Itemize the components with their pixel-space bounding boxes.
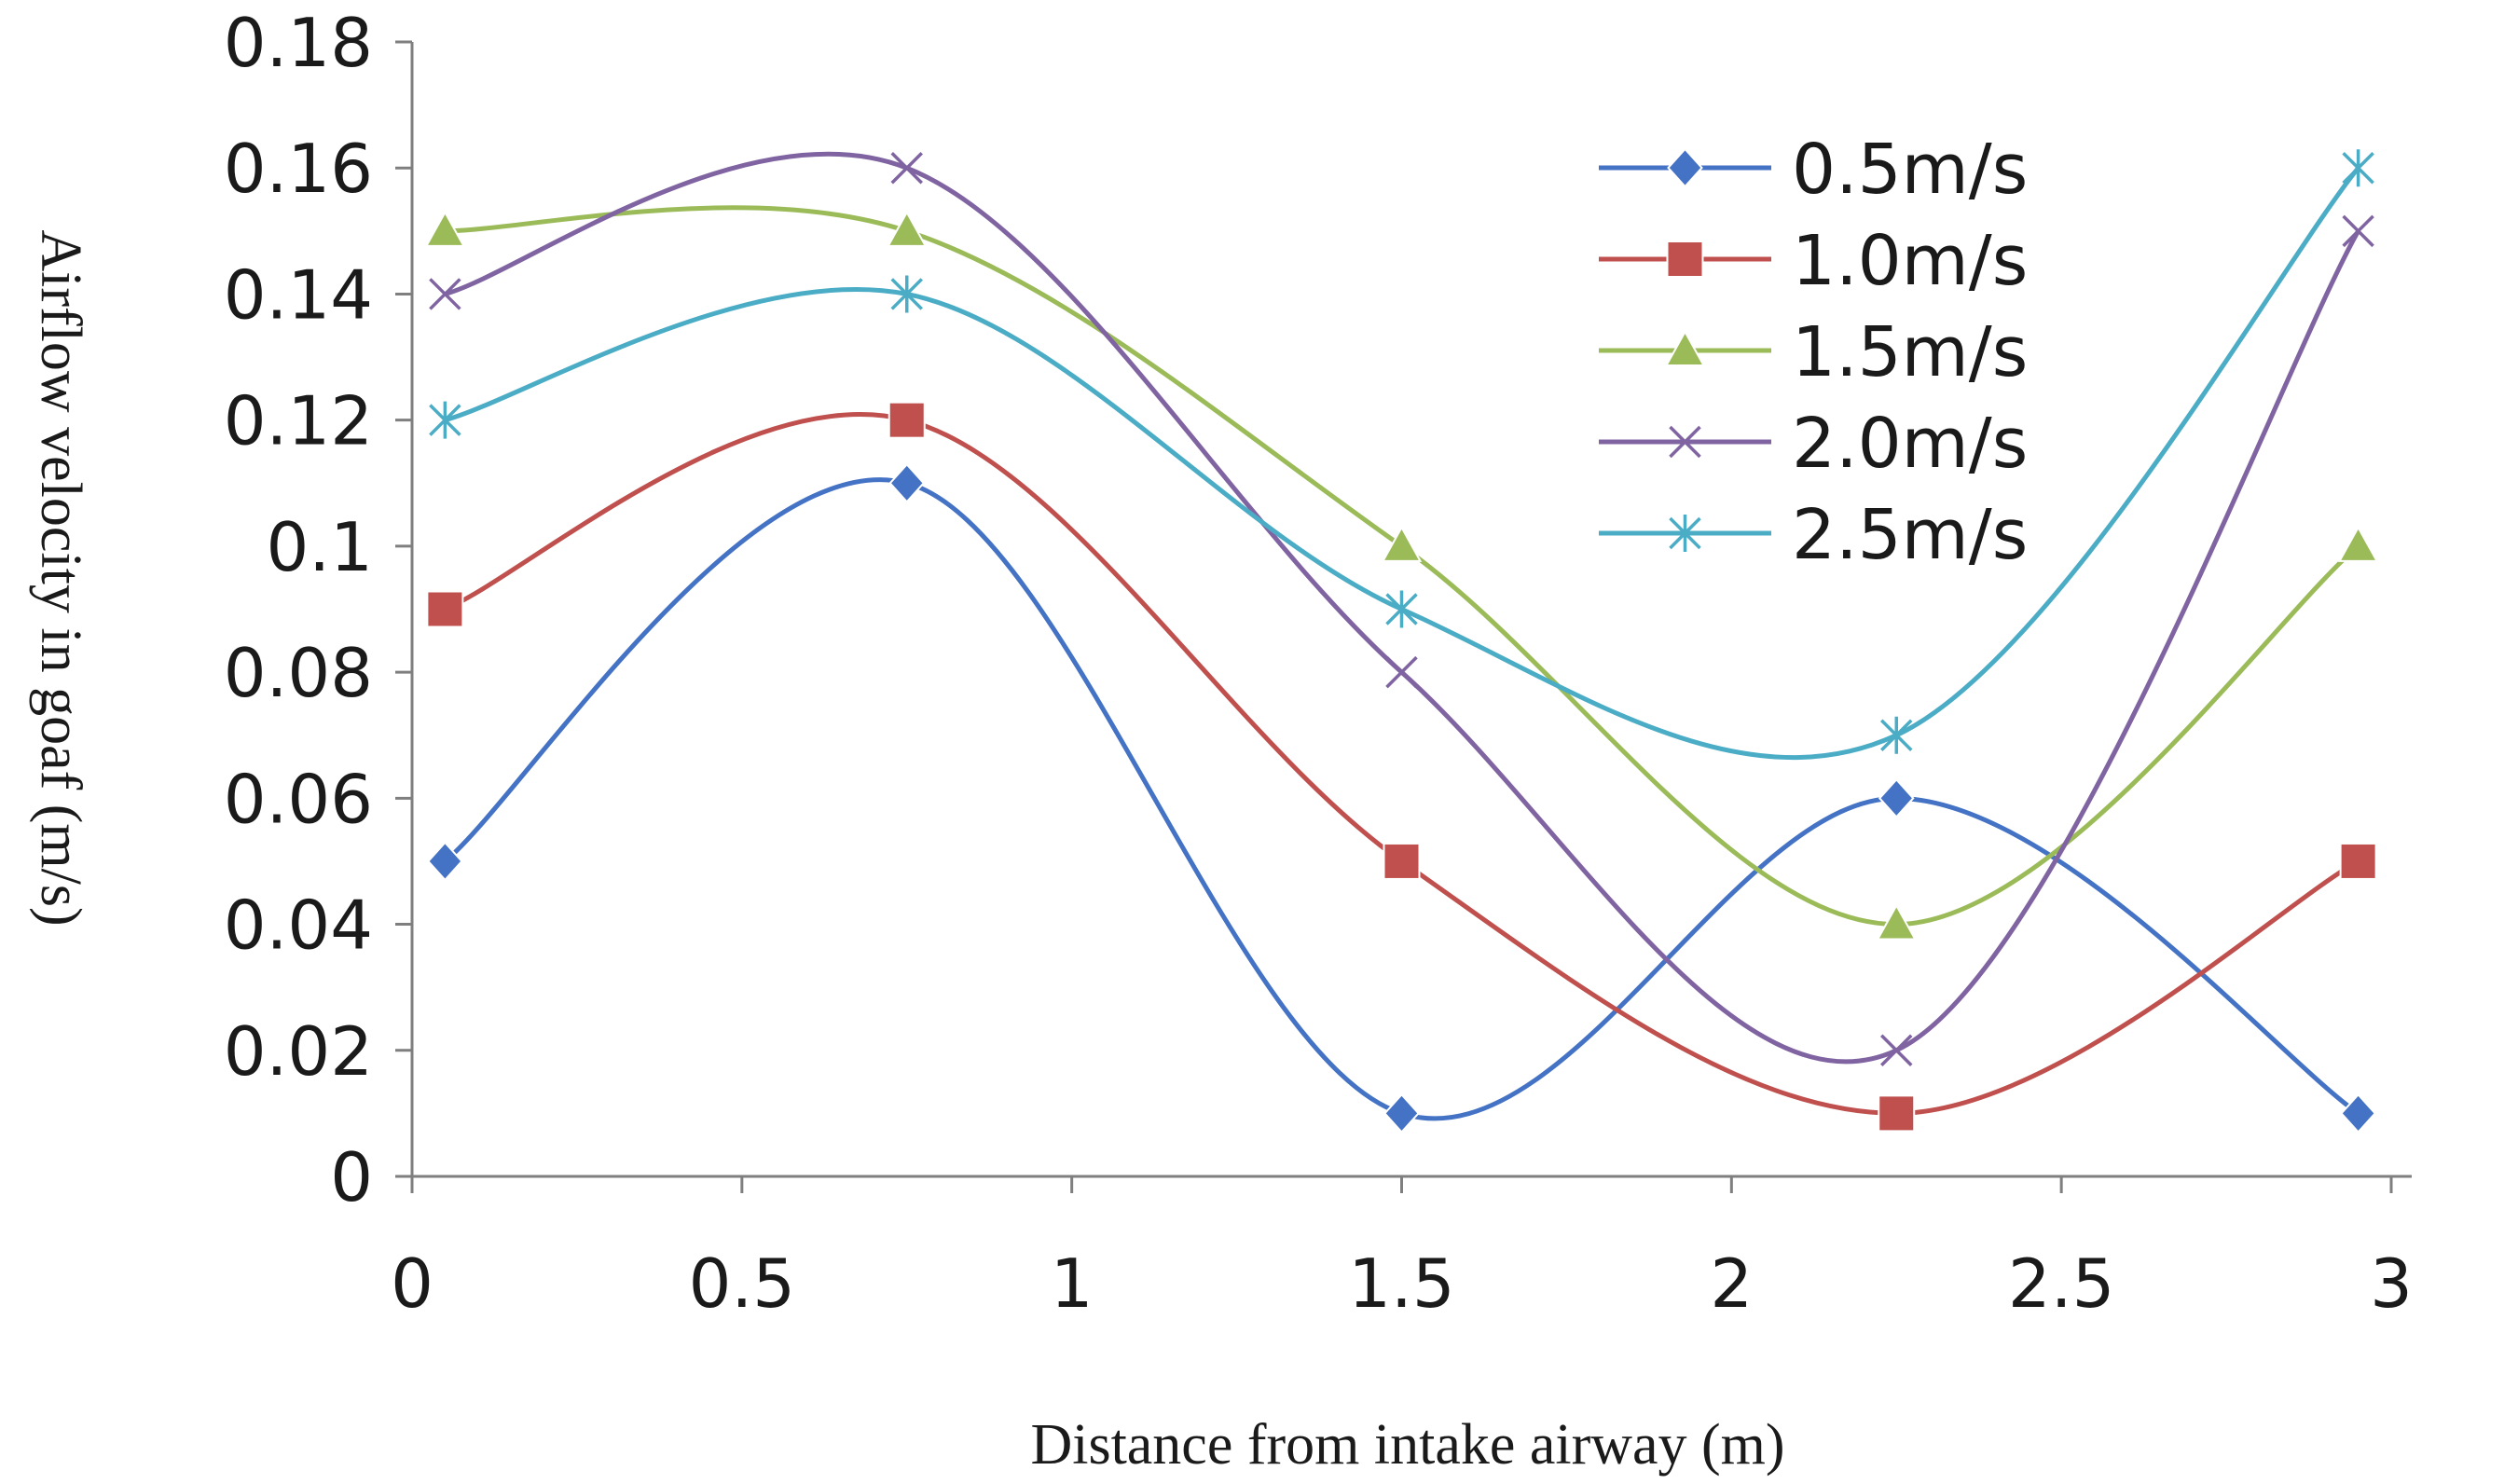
- data-point: [890, 275, 923, 313]
- data-point: [1878, 777, 1915, 818]
- data-point: [1878, 1094, 1916, 1133]
- data-point: [2342, 149, 2374, 187]
- y-tick-label: 0: [330, 1138, 373, 1216]
- data-point: [429, 278, 461, 310]
- y-axis-ticks: 0 0.02 0.04 0.06 0.08 0.1 0.12 0.14 0.16 0.18: [224, 4, 412, 1216]
- legend-marker: [1666, 240, 1704, 278]
- legend-item: 1.0m/s: [1599, 221, 2028, 301]
- x-tick-label: 3: [2370, 1244, 2413, 1323]
- data-point: [888, 462, 926, 503]
- x-axis-ticks: 0 0.5 1 1.5 2 2.5 3: [391, 1176, 2413, 1323]
- legend-item: 1.5m/s: [1599, 312, 2028, 392]
- axes: [395, 42, 2412, 1193]
- data-point: [2337, 525, 2379, 562]
- data-point: [1385, 590, 1418, 628]
- legend-item: 0.5m/s: [1599, 130, 2028, 210]
- legend-label: 1.0m/s: [1792, 221, 2028, 301]
- x-tick-label: 2.5: [2008, 1244, 2115, 1323]
- y-tick-label: 0.02: [224, 1012, 373, 1091]
- legend-label: 0.5m/s: [1792, 130, 2028, 210]
- data-point: [426, 590, 464, 628]
- y-tick-label: 0.14: [224, 255, 373, 334]
- data-point: [1880, 1034, 1913, 1067]
- series-layer: [424, 149, 2379, 1134]
- legend-marker: [1669, 425, 1701, 459]
- data-point: [1876, 903, 1917, 941]
- y-tick-label: 0.06: [224, 760, 373, 838]
- series-line: [444, 166, 2360, 761]
- y-tick-label: 0.18: [224, 4, 373, 82]
- data-point: [1385, 655, 1418, 689]
- legend-label: 2.5m/s: [1792, 495, 2028, 575]
- legend-marker: [1669, 515, 1701, 552]
- data-point: [424, 210, 466, 247]
- legend-label: 1.5m/s: [1792, 312, 2028, 392]
- data-point: [887, 210, 928, 247]
- data-point: [1381, 525, 1423, 562]
- series-1-5m-s: [424, 205, 2379, 941]
- data-point: [427, 841, 463, 882]
- legend-marker: [1664, 329, 1706, 366]
- series-line: [443, 477, 2360, 1121]
- x-tick-label: 0.5: [689, 1244, 796, 1323]
- y-axis-title: Airflow velocity in goaf (m/s): [29, 229, 92, 926]
- series-1-0m-s: [426, 401, 2377, 1133]
- series-2-5m-s: [429, 149, 2374, 761]
- x-axis-title: Distance from intake airway (m): [1030, 1413, 1784, 1477]
- x-tick-label: 0: [391, 1244, 433, 1323]
- data-point: [2340, 1092, 2376, 1134]
- series-2-0m-s: [429, 151, 2374, 1067]
- y-tick-label: 0.1: [266, 508, 373, 586]
- series-0-5m-s: [427, 462, 2376, 1134]
- data-point: [890, 151, 923, 185]
- data-point: [887, 401, 926, 439]
- series-line: [445, 205, 2360, 928]
- data-point: [429, 401, 461, 439]
- data-point: [1383, 1092, 1420, 1134]
- y-tick-label: 0.08: [224, 634, 373, 712]
- data-point: [2342, 214, 2374, 248]
- x-tick-label: 1: [1051, 1244, 1094, 1323]
- data-point: [1383, 842, 1421, 880]
- series-line: [444, 151, 2360, 1065]
- legend-marker: [1667, 147, 1703, 188]
- legend-item: 2.0m/s: [1599, 404, 2028, 484]
- series-line: [444, 412, 2360, 1116]
- legend-item: 2.5m/s: [1599, 495, 2028, 575]
- y-tick-label: 0.04: [224, 886, 373, 965]
- y-tick-label: 0.12: [224, 382, 373, 460]
- x-tick-label: 1.5: [1348, 1244, 1455, 1323]
- x-tick-label: 2: [1710, 1244, 1753, 1323]
- legend: 0.5m/s 1.0m/s 1.5m/s 2.0m/s 2.5m/s: [1599, 130, 2028, 575]
- y-tick-label: 0.16: [224, 130, 373, 208]
- legend-label: 2.0m/s: [1792, 404, 2028, 484]
- data-point: [1880, 716, 1913, 754]
- data-point: [2339, 842, 2377, 880]
